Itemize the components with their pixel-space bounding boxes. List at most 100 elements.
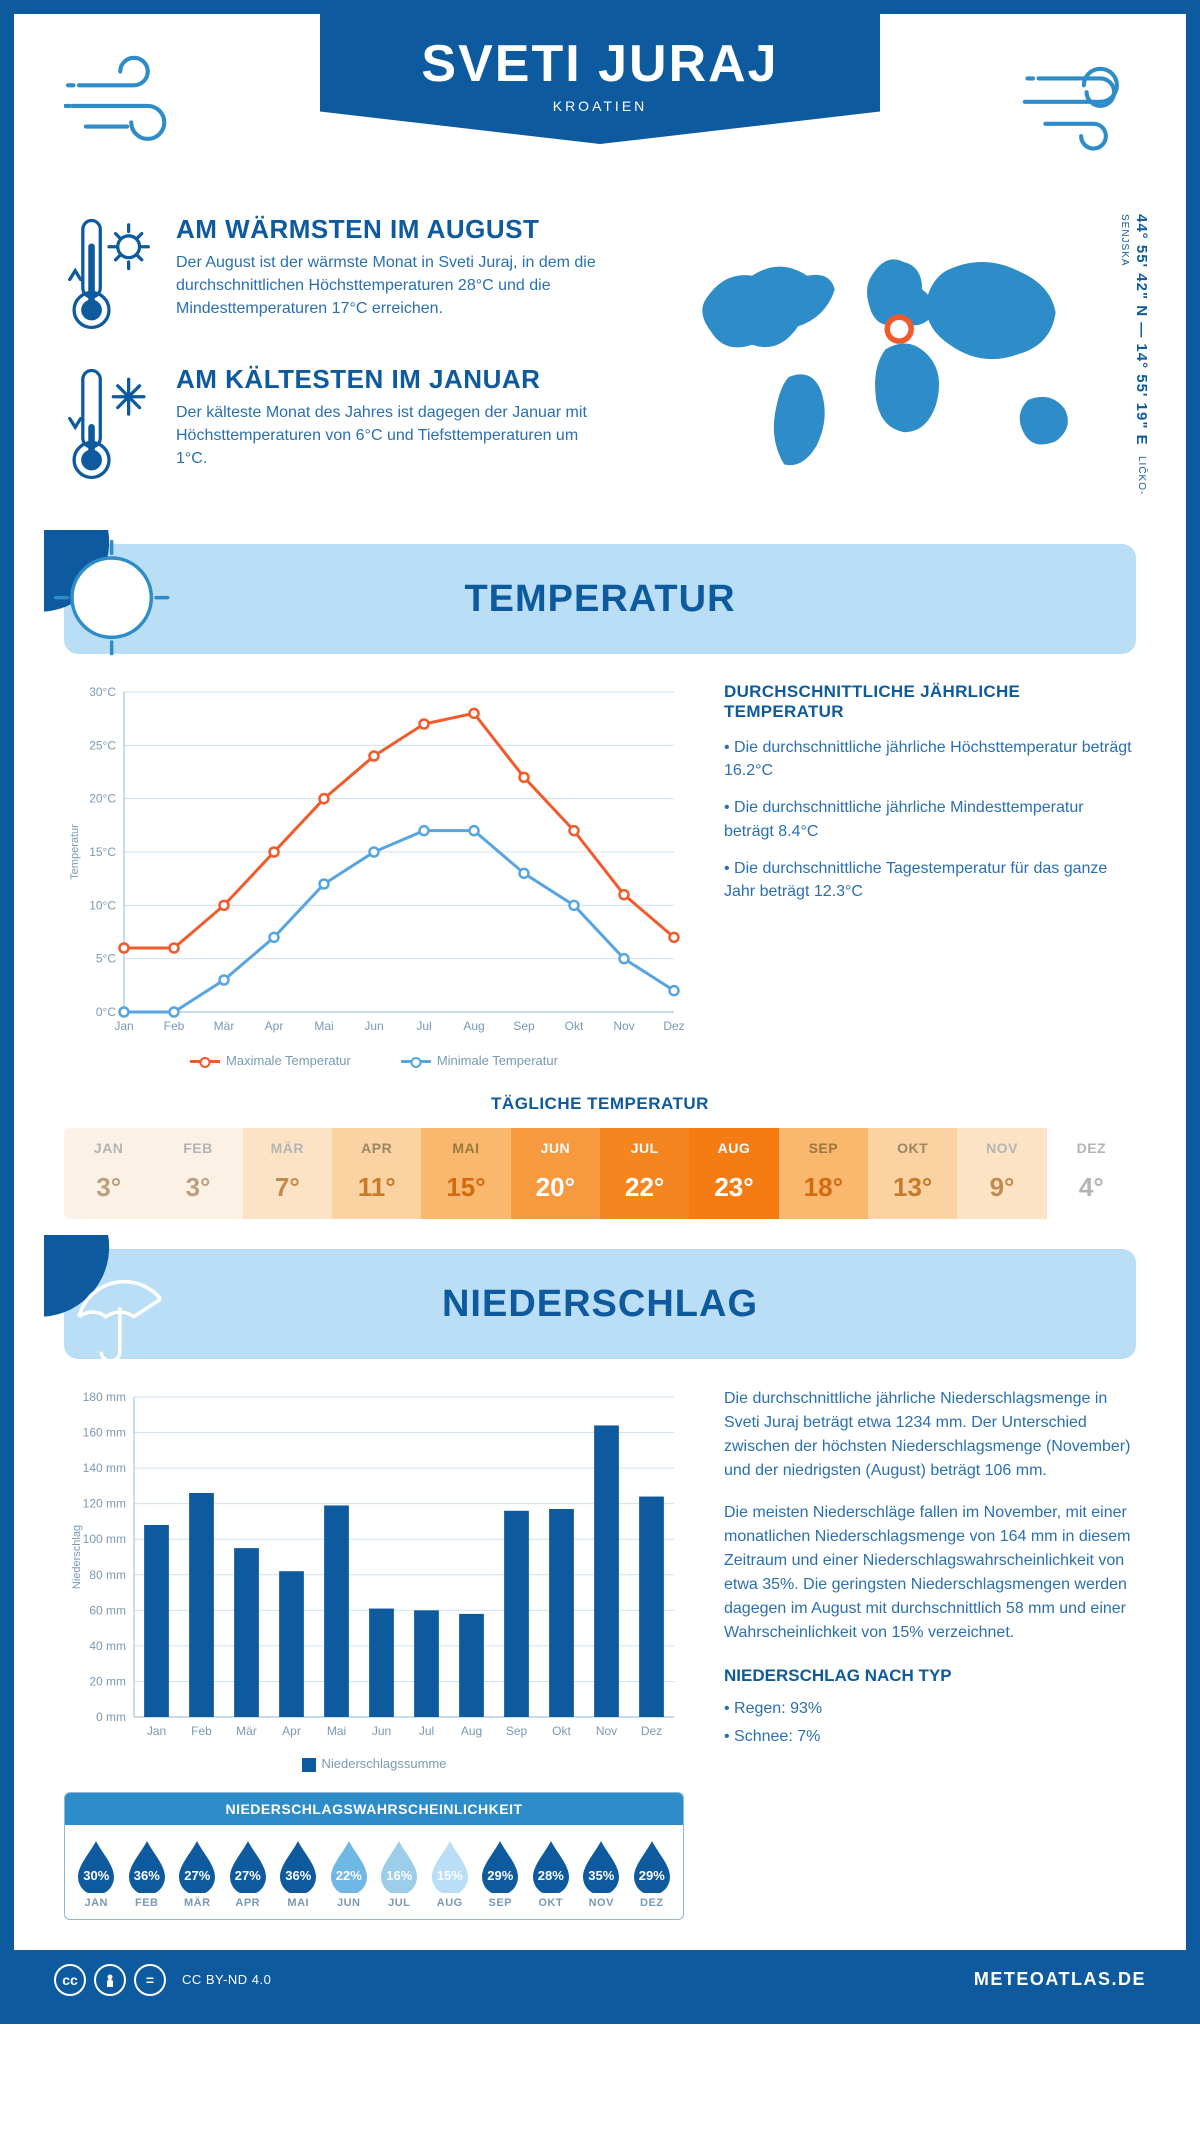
wind-icon <box>996 44 1136 154</box>
svg-text:Apr: Apr <box>265 1019 284 1033</box>
temp-info-heading: DURCHSCHNITTLICHE JÄHRLICHE TEMPERATUR <box>724 682 1136 722</box>
daily-temp-cell: MAI15° <box>421 1128 510 1219</box>
cc-icon: cc <box>54 1964 86 1996</box>
section-title: NIEDERSCHLAG <box>94 1283 1106 1326</box>
precip-type-bullet: • Schnee: 7% <box>724 1725 1136 1749</box>
thermometer-hot-icon <box>64 214 154 334</box>
svg-text:0 mm: 0 mm <box>96 1710 126 1724</box>
svg-text:60 mm: 60 mm <box>89 1603 126 1617</box>
svg-text:Mai: Mai <box>327 1724 346 1738</box>
svg-text:Jul: Jul <box>419 1724 434 1738</box>
precip-prob-cell: 36%MAI <box>273 1839 324 1909</box>
svg-text:Apr: Apr <box>282 1724 301 1738</box>
fact-cold-title: AM KÄLTESTEN IM JANUAR <box>176 364 604 395</box>
daily-temp-title: TÄGLICHE TEMPERATUR <box>64 1094 1136 1114</box>
wind-icon <box>64 44 204 154</box>
license-label: CC BY-ND 4.0 <box>182 1972 271 1987</box>
daily-temp-cell: APR11° <box>332 1128 421 1219</box>
svg-text:20 mm: 20 mm <box>89 1674 126 1688</box>
svg-text:Mär: Mär <box>236 1724 257 1738</box>
daily-temp-cell: SEP18° <box>779 1128 868 1219</box>
license: cc = CC BY-ND 4.0 <box>54 1964 271 1996</box>
precip-prob-title: NIEDERSCHLAGSWAHRSCHEINLICHKEIT <box>65 1793 683 1825</box>
precip-type-heading: NIEDERSCHLAG NACH TYP <box>724 1663 1136 1689</box>
temp-info-bullet: • Die durchschnittliche jährliche Höchst… <box>724 736 1136 782</box>
daily-temp-cell: AUG23° <box>689 1128 778 1219</box>
precip-prob-cell: 16%JUL <box>374 1839 425 1909</box>
facts-column: AM WÄRMSTEN IM AUGUST Der August ist der… <box>64 214 604 514</box>
svg-text:Sep: Sep <box>506 1724 528 1738</box>
daily-temp-cell: JUN20° <box>511 1128 600 1219</box>
precip-prob-cell: 35%NOV <box>576 1839 627 1909</box>
precip-prob-cell: 36%FEB <box>122 1839 173 1909</box>
daily-temp-cell: MÄR7° <box>243 1128 332 1219</box>
daily-temp-cell: JAN3° <box>64 1128 153 1219</box>
svg-text:80 mm: 80 mm <box>89 1568 126 1582</box>
svg-text:Dez: Dez <box>663 1019 684 1033</box>
fact-warm-text: Der August ist der wärmste Monat in Svet… <box>176 251 604 321</box>
by-icon <box>94 1964 126 1996</box>
precip-probability-box: NIEDERSCHLAGSWAHRSCHEINLICHKEIT 30%JAN36… <box>64 1792 684 1920</box>
world-map: 44° 55' 42" N — 14° 55' 19" E LIČKO-SENJ… <box>644 214 1136 514</box>
precip-prob-cell: 30%JAN <box>71 1839 122 1909</box>
svg-text:Feb: Feb <box>164 1019 185 1033</box>
svg-text:Mär: Mär <box>214 1019 235 1033</box>
svg-text:Dez: Dez <box>641 1724 662 1738</box>
temperature-line-chart: 0°C 5°C 10°C 15°C 20°C 25°C 30°C Jan Feb Mär Apr Ma… <box>64 682 684 1068</box>
svg-text:5°C: 5°C <box>96 952 116 966</box>
svg-text:140 mm: 140 mm <box>83 1461 126 1475</box>
svg-text:Jan: Jan <box>147 1724 166 1738</box>
daily-temp-cell: NOV9° <box>957 1128 1046 1219</box>
svg-text:Okt: Okt <box>565 1019 584 1033</box>
precip-info-p2: Die meisten Niederschläge fallen im Nove… <box>724 1501 1136 1645</box>
daily-temp-table: JAN3°FEB3°MÄR7°APR11°MAI15°JUN20°JUL22°A… <box>64 1128 1136 1219</box>
svg-text:180 mm: 180 mm <box>83 1390 126 1404</box>
svg-text:25°C: 25°C <box>89 738 116 752</box>
section-precipitation: NIEDERSCHLAG <box>64 1249 1136 1359</box>
temperature-info: DURCHSCHNITTLICHE JÄHRLICHE TEMPERATUR •… <box>724 682 1136 1068</box>
precip-chart-legend: Niederschlagssumme <box>64 1756 684 1772</box>
nd-icon: = <box>134 1964 166 1996</box>
svg-text:Okt: Okt <box>552 1724 571 1738</box>
title-ribbon: SVETI JURAJ KROATIEN <box>320 14 880 144</box>
temp-info-bullet: • Die durchschnittliche jährliche Mindes… <box>724 796 1136 842</box>
svg-text:Temperatur: Temperatur <box>69 824 81 880</box>
svg-text:Mai: Mai <box>314 1019 333 1033</box>
precip-prob-cell: 27%MÄR <box>172 1839 223 1909</box>
daily-temp-cell: DEZ4° <box>1047 1128 1136 1219</box>
precipitation-bar-chart: 0 mm20 mm40 mm60 mm80 mm100 mm120 mm140 … <box>64 1387 684 1772</box>
svg-text:100 mm: 100 mm <box>83 1532 126 1546</box>
precip-info-p1: Die durchschnittliche jährliche Niedersc… <box>724 1387 1136 1483</box>
brand: METEOATLAS.DE <box>974 1969 1146 1990</box>
svg-text:Aug: Aug <box>461 1724 482 1738</box>
svg-text:15°C: 15°C <box>89 845 116 859</box>
svg-text:Jul: Jul <box>416 1019 431 1033</box>
daily-temp-cell: JUL22° <box>600 1128 689 1219</box>
svg-text:Jun: Jun <box>364 1019 383 1033</box>
precip-prob-cell: 27%APR <box>223 1839 274 1909</box>
section-temperature: TEMPERATUR <box>64 544 1136 654</box>
coordinates: 44° 55' 42" N — 14° 55' 19" E LIČKO-SENJ… <box>1116 214 1150 514</box>
precip-prob-cell: 29%SEP <box>475 1839 526 1909</box>
page-subtitle: KROATIEN <box>350 98 850 114</box>
fact-cold-text: Der kälteste Monat des Jahres ist dagege… <box>176 401 604 471</box>
precipitation-info: Die durchschnittliche jährliche Niedersc… <box>724 1387 1136 1920</box>
svg-text:Nov: Nov <box>596 1724 617 1738</box>
precip-prob-cell: 28%OKT <box>526 1839 577 1909</box>
footer: cc = CC BY-ND 4.0 METEOATLAS.DE <box>14 1950 1186 2010</box>
header: SVETI JURAJ KROATIEN <box>64 44 1136 204</box>
svg-text:Jan: Jan <box>114 1019 133 1033</box>
svg-text:Nov: Nov <box>613 1019 634 1033</box>
daily-temp-cell: OKT13° <box>868 1128 957 1219</box>
fact-warm: AM WÄRMSTEN IM AUGUST Der August ist der… <box>64 214 604 334</box>
svg-text:0°C: 0°C <box>96 1005 116 1019</box>
svg-text:Niederschlag: Niederschlag <box>71 1525 83 1589</box>
sun-icon <box>44 530 184 670</box>
umbrella-icon <box>44 1235 184 1375</box>
svg-text:120 mm: 120 mm <box>83 1497 126 1511</box>
svg-text:30°C: 30°C <box>89 685 116 699</box>
svg-text:160 mm: 160 mm <box>83 1426 126 1440</box>
svg-text:20°C: 20°C <box>89 792 116 806</box>
fact-warm-title: AM WÄRMSTEN IM AUGUST <box>176 214 604 245</box>
svg-text:10°C: 10°C <box>89 898 116 912</box>
